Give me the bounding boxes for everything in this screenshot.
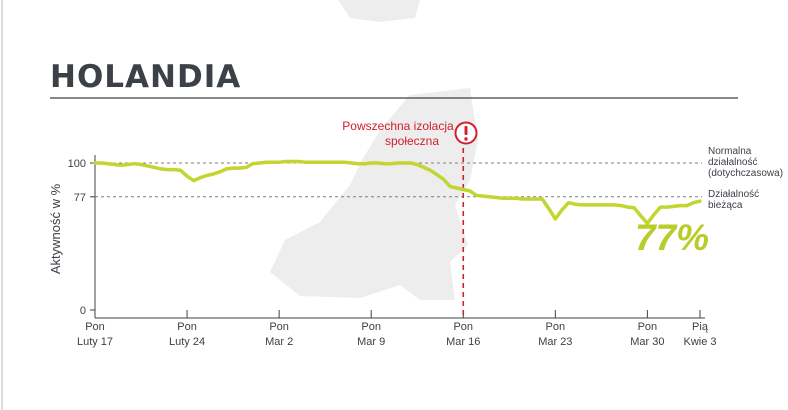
- y-axis-label: Aktywność w %: [48, 183, 63, 274]
- x-tick-label-line1: Pon: [361, 321, 381, 333]
- x-tick-label-line1: Pon: [177, 321, 197, 333]
- lockdown-annotation: Powszechna izolacja społeczna: [342, 119, 478, 148]
- y-ticks: 0 77 100: [68, 158, 95, 317]
- reference-label-100-line2: działalność: [708, 157, 757, 168]
- reference-label-100-line3: (dotychczasowa): [708, 168, 783, 179]
- x-tick-label-line2: Mar 30: [630, 336, 664, 348]
- annotation-line-2: społeczna: [385, 134, 439, 148]
- reference-label-77-line2: bieżąca: [708, 200, 743, 211]
- y-tick-label: 77: [74, 192, 86, 204]
- x-tick-label-line2: Mar 23: [538, 336, 572, 348]
- netherlands-map-silhouette: [270, 0, 478, 300]
- x-tick-label-line1: Pią: [692, 321, 709, 333]
- x-tick-label-line1: Pon: [546, 321, 566, 333]
- x-tick-label-line1: Pon: [85, 321, 105, 333]
- activity-series-line: [93, 159, 702, 226]
- page-title: HOLANDIA: [50, 59, 241, 95]
- x-tick-label-line2: Luty 24: [169, 336, 205, 348]
- reference-label-100-line1: Normalna: [708, 146, 752, 157]
- x-tick-label-line2: Mar 9: [357, 336, 385, 348]
- reference-label-77-line1: Działalność: [708, 189, 759, 200]
- x-tick-label-line2: Mar 2: [265, 336, 293, 348]
- x-tick-label-line1: Pon: [269, 321, 289, 333]
- y-tick-label: 100: [68, 158, 86, 170]
- x-ticks: Pon Luty 17 Pon Luty 24 Pon Mar 2 Pon Mar 9 Pon M…: [77, 310, 717, 348]
- map-shape-path: [270, 0, 478, 300]
- exclamation-circle-icon: [454, 121, 478, 145]
- x-tick-label-line2: Luty 17: [77, 336, 113, 348]
- current-activity-value: 77%: [635, 217, 709, 258]
- x-tick-label-line1: Pon: [453, 321, 473, 333]
- x-tick-label-line2: Kwie 3: [683, 336, 716, 348]
- x-tick-label-line1: Pon: [638, 321, 658, 333]
- x-tick-label-line2: Mar 16: [446, 336, 480, 348]
- reference-lines: [95, 162, 702, 198]
- annotation-line-1: Powszechna izolacja: [342, 119, 454, 133]
- y-tick-label: 0: [80, 305, 86, 317]
